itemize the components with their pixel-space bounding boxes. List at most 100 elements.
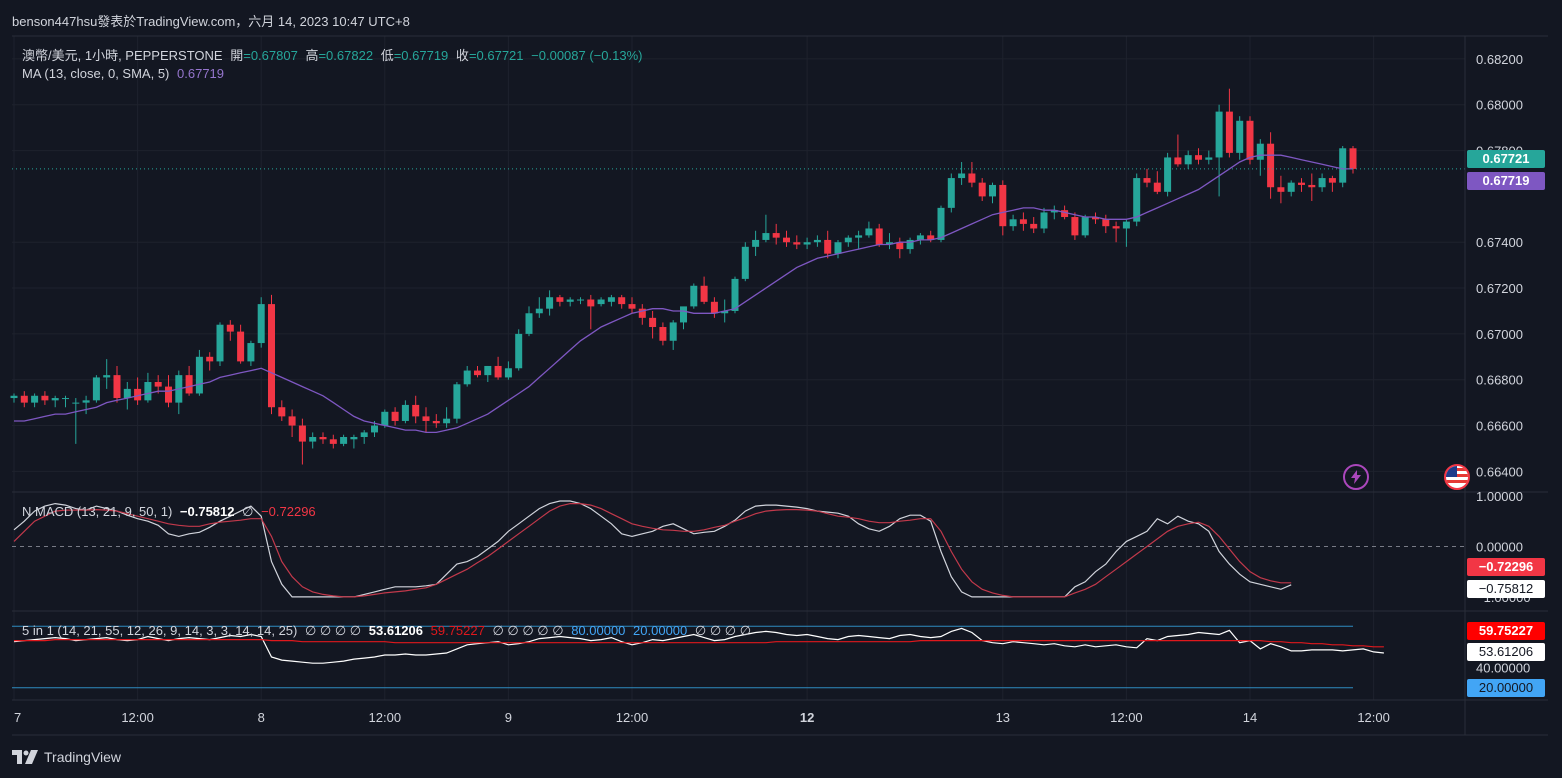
macd-macd-line xyxy=(13,500,1292,598)
candle-body xyxy=(700,285,708,302)
low-value: =0.67719 xyxy=(393,48,449,63)
candle-body xyxy=(875,228,883,245)
candle-body xyxy=(515,333,523,369)
candle-body xyxy=(947,178,955,208)
candle-body xyxy=(1246,120,1254,160)
fivein1-line-value: 53.61206 xyxy=(368,623,423,638)
candle-body xyxy=(391,411,399,421)
candle-body xyxy=(51,398,59,401)
candle-body xyxy=(144,382,152,401)
fivein1-line-tag: 53.61206 xyxy=(1467,643,1545,661)
ma-price-tag: 0.67719 xyxy=(1467,172,1545,190)
change-value: −0.00087 (−0.13%) xyxy=(531,48,643,63)
time-tick-label: 12:00 xyxy=(1357,710,1390,725)
candle-body xyxy=(731,278,739,311)
candle-body xyxy=(350,437,358,440)
candle-body xyxy=(195,356,203,394)
candle-body xyxy=(958,173,966,179)
time-tick-label: 13 xyxy=(996,710,1010,725)
macd-line-tag: −0.75812 xyxy=(1467,580,1545,598)
candle-body xyxy=(10,395,18,399)
candle-body xyxy=(329,439,337,444)
high-label: 高 xyxy=(305,48,319,63)
candle-body xyxy=(710,301,718,314)
candle-body xyxy=(978,182,986,197)
grid-lines xyxy=(12,36,1465,700)
candle-body xyxy=(793,242,801,245)
ma-label: MA (13, close, 0, SMA, 5) xyxy=(22,66,170,81)
candle-body xyxy=(1143,178,1151,183)
time-tick-label: 12:00 xyxy=(616,710,649,725)
tradingview-footer[interactable]: TradingView xyxy=(12,746,121,768)
brand-label: TradingView xyxy=(44,749,122,765)
candle-body xyxy=(638,308,646,318)
ma-legend[interactable]: MA (13, close, 0, SMA, 5) 0.67719 xyxy=(22,66,228,81)
candle-body xyxy=(1298,182,1305,185)
price-tick-label: 0.68200 xyxy=(1476,52,1523,67)
candle-body xyxy=(206,356,214,362)
candle-body xyxy=(1339,148,1347,183)
candle-body xyxy=(937,207,945,240)
candle-body xyxy=(1122,221,1130,229)
candle-body xyxy=(41,395,49,401)
time-tick-label: 7 xyxy=(14,710,21,725)
macd-legend[interactable]: N MACD (13, 21, 9, 50, 1) −0.75812 ∅ −0.… xyxy=(22,504,320,520)
candle-body xyxy=(1184,155,1192,165)
candle-body xyxy=(422,416,430,421)
price-tick-label: 0.68000 xyxy=(1476,98,1523,113)
candle-body xyxy=(1112,226,1120,229)
candle-body xyxy=(968,173,976,183)
candle-body xyxy=(1195,155,1202,160)
candle-body xyxy=(772,233,780,238)
fivein1-signal-value: 59.75227 xyxy=(430,623,485,638)
time-tick-label: 12:00 xyxy=(1110,710,1143,725)
macd-tick-label: 1.00000 xyxy=(1476,489,1523,504)
candle-body xyxy=(381,411,389,426)
candle-body xyxy=(113,375,121,399)
candle-body xyxy=(1164,157,1172,192)
time-tick-label: 8 xyxy=(258,710,265,725)
candle-body xyxy=(1225,111,1233,153)
fivein1-signal-tag: 59.75227 xyxy=(1467,622,1545,640)
price-pane xyxy=(10,88,1465,465)
candle-body xyxy=(1030,223,1038,229)
time-tick-label: 12 xyxy=(800,710,814,725)
macd-signal-line xyxy=(13,503,1292,598)
candle-body xyxy=(484,365,492,376)
candle-body xyxy=(1256,143,1264,160)
main-legend[interactable]: 澳幣/美元, 1小時, PEPPERSTONE 開=0.67807 高=0.67… xyxy=(22,45,646,64)
candle-body xyxy=(1308,184,1316,188)
axes: 0.682000.680000.678000.674000.672000.670… xyxy=(12,35,1548,736)
candle-body xyxy=(134,388,142,401)
candle-body xyxy=(92,377,100,401)
candle-body xyxy=(103,375,111,378)
time-tick-label: 12:00 xyxy=(369,710,402,725)
candle-body xyxy=(288,416,296,426)
candle-body xyxy=(813,239,821,243)
candle-body xyxy=(453,384,461,419)
fivein1-legend[interactable]: 5 in 1 (14, 21, 55, 12, 26, 9, 14, 3, 3,… xyxy=(22,623,755,639)
candle-body xyxy=(72,402,80,404)
candle-body xyxy=(20,395,28,403)
candle-body xyxy=(824,239,832,254)
price-tick-label: 0.67000 xyxy=(1476,327,1523,342)
candle-body xyxy=(669,322,677,341)
fivein1-na-a: ∅ ∅ ∅ ∅ xyxy=(305,623,362,638)
us-flag-icon[interactable] xyxy=(1444,464,1470,490)
candle-body xyxy=(1092,217,1099,220)
candle-body xyxy=(999,184,1007,227)
candle-body xyxy=(463,370,471,385)
candle-body xyxy=(1236,120,1244,153)
candle-body xyxy=(443,418,451,424)
time-tick-label: 12:00 xyxy=(121,710,154,725)
lightning-icon[interactable] xyxy=(1343,464,1369,490)
fivein1-na-c: ∅ ∅ ∅ ∅ xyxy=(694,623,752,638)
macd-tick-label: 0.00000 xyxy=(1476,539,1523,554)
candle-body xyxy=(906,239,914,250)
candle-body xyxy=(1287,182,1295,192)
candle-body xyxy=(165,386,172,403)
ma-line xyxy=(14,154,1353,434)
price-tick-label: 0.67400 xyxy=(1476,235,1523,250)
candle-body xyxy=(649,317,657,328)
